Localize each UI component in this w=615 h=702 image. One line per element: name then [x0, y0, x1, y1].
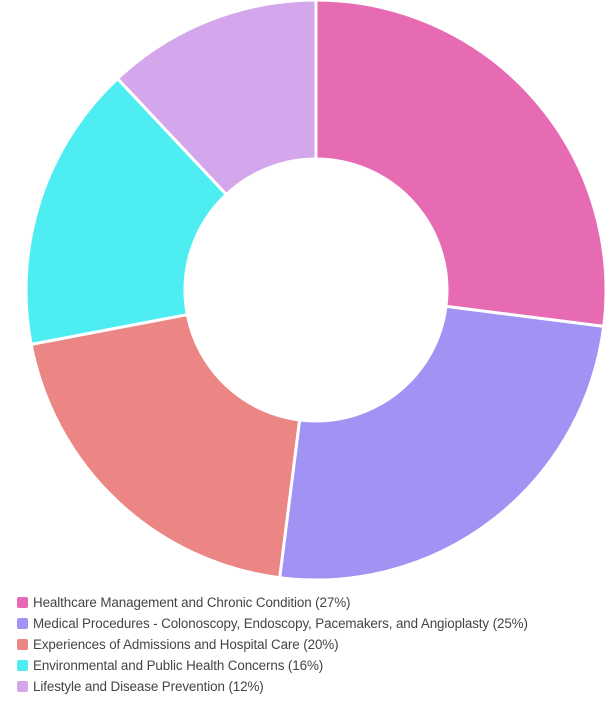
legend-swatch	[17, 660, 28, 671]
legend-item-medical-procedures[interactable]: Medical Procedures - Colonoscopy, Endosc…	[17, 613, 615, 634]
donut-slice-2[interactable]	[29, 313, 302, 580]
donut-chart	[24, 0, 608, 582]
legend-item-environmental-public-health[interactable]: Environmental and Public Health Concerns…	[17, 655, 615, 676]
donut-slice-1[interactable]	[278, 304, 606, 582]
chart-legend: Healthcare Management and Chronic Condit…	[17, 592, 615, 697]
donut-slice-4[interactable]	[115, 0, 318, 197]
legend-label: Environmental and Public Health Concerns…	[33, 658, 324, 673]
legend-item-healthcare-management[interactable]: Healthcare Management and Chronic Condit…	[17, 592, 615, 613]
donut-slice-3[interactable]	[24, 77, 228, 346]
legend-swatch	[17, 681, 28, 692]
legend-swatch	[17, 597, 28, 608]
donut-slice-0[interactable]	[314, 0, 608, 328]
legend-swatch	[17, 639, 28, 650]
legend-swatch	[17, 618, 28, 629]
legend-label: Medical Procedures - Colonoscopy, Endosc…	[33, 616, 528, 631]
legend-label: Experiences of Admissions and Hospital C…	[33, 637, 339, 652]
legend-label: Lifestyle and Disease Prevention (12%)	[33, 679, 264, 694]
legend-label: Healthcare Management and Chronic Condit…	[33, 595, 351, 610]
legend-item-lifestyle-disease-prevention[interactable]: Lifestyle and Disease Prevention (12%)	[17, 676, 615, 697]
legend-item-admissions-hospital-care[interactable]: Experiences of Admissions and Hospital C…	[17, 634, 615, 655]
